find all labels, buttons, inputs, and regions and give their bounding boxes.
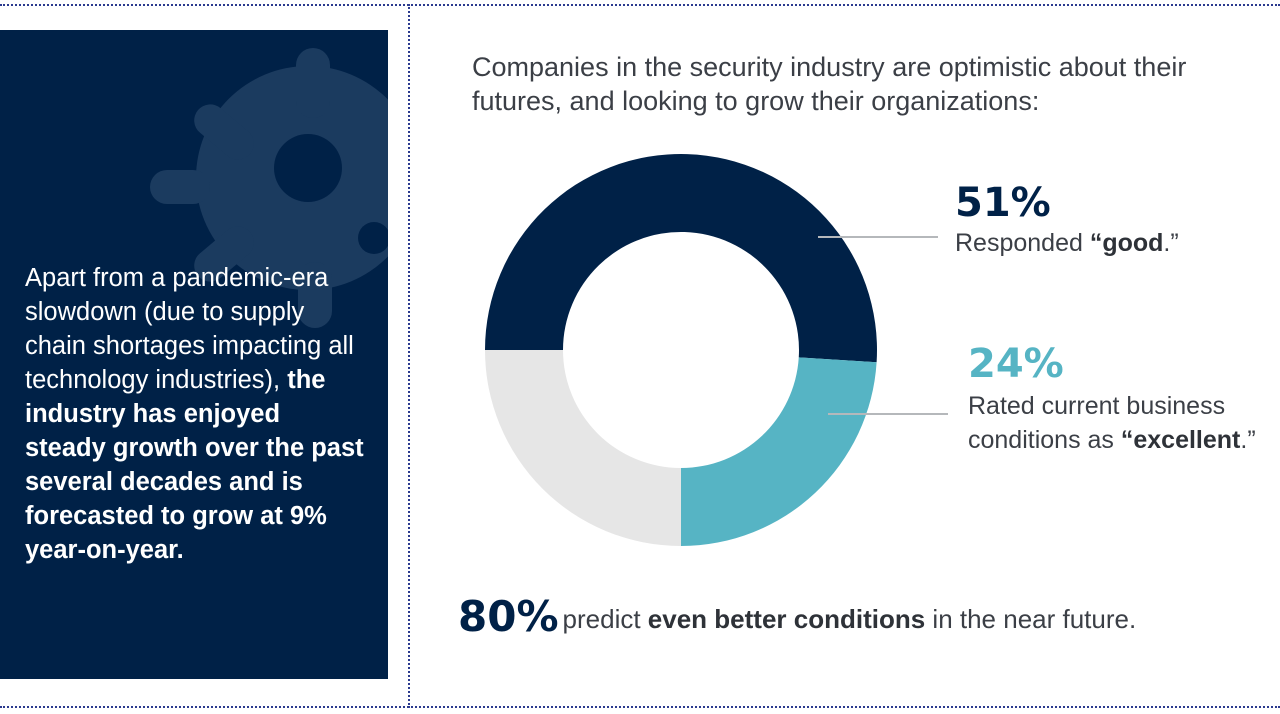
gear-icon <box>150 48 388 328</box>
donut-segment-other <box>485 350 681 546</box>
page-title: Companies in the security industry are o… <box>472 52 1187 116</box>
growth-text-plain: Apart from a pandemic-era slowdown (due … <box>25 264 354 394</box>
vertical-dotted-divider <box>408 4 410 708</box>
excellent-suffix: .” <box>1240 426 1256 454</box>
good-prefix: Responded <box>955 229 1090 257</box>
callout-line-good <box>818 236 938 238</box>
donut-chart <box>485 153 877 546</box>
good-bold: “good <box>1089 229 1164 257</box>
donut-segment-good <box>485 153 877 363</box>
growth-text-bold: the industry has enjoyed steady growth o… <box>25 366 364 564</box>
industry-growth-text: Apart from a pandemic-era slowdown (due … <box>25 261 365 567</box>
top-dotted-border <box>0 4 1280 6</box>
excellent-prefix: Rated current business conditions as <box>968 392 1226 454</box>
donut-segment-excellent <box>681 357 877 546</box>
good-suffix: .” <box>1163 229 1179 257</box>
left-info-panel: Apart from a pandemic-era slowdown (due … <box>0 30 388 679</box>
future-text-1: predict <box>562 604 648 634</box>
future-text-2: in the near future. <box>925 604 1137 634</box>
excellent-description: Rated current business conditions as “ex… <box>968 389 1258 457</box>
good-percentage: 51% <box>955 180 1051 226</box>
future-bold: even better conditions <box>647 604 926 634</box>
excellent-percentage: 24% <box>968 341 1064 387</box>
good-description: Responded “good.” <box>955 226 1179 260</box>
excellent-bold: “excellent <box>1120 426 1241 454</box>
future-stat: 80% <box>458 592 559 641</box>
callout-line-excellent <box>828 413 948 415</box>
bottom-dotted-border <box>0 706 1280 708</box>
future-outlook-statement: 80% predict even better conditions in the… <box>458 592 1136 644</box>
